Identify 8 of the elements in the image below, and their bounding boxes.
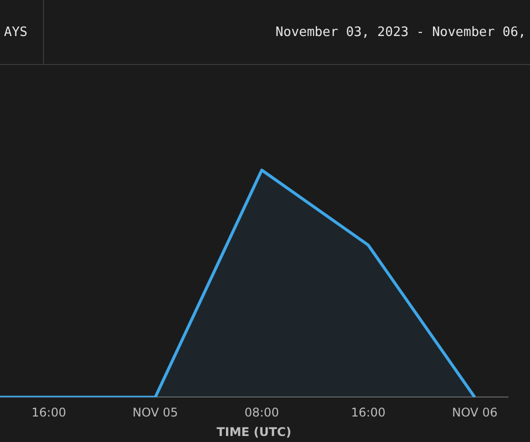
x-tick-label: 08:00 bbox=[244, 406, 280, 420]
x-tick-label: 16:00 bbox=[32, 406, 66, 420]
text: AYS bbox=[4, 24, 28, 40]
x-tick-label: NOV 06 bbox=[452, 406, 498, 420]
text: November 03, 2023 - November 06, bbox=[276, 24, 526, 40]
x-axis-title: TIME (UTC) bbox=[216, 424, 292, 439]
x-tick-label: 16:00 bbox=[350, 406, 386, 420]
x-tick-label: NOV 05 bbox=[132, 406, 178, 420]
